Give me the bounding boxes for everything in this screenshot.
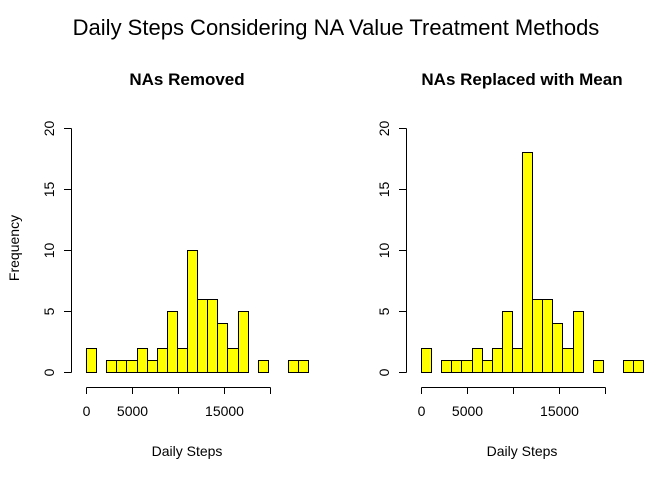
right-histogram-panel: NAs Replaced with Mean Daily Steps 0 5 10 1… [376, 70, 644, 459]
histogram-bar-right-11 [532, 299, 543, 373]
histogram-bar-right-17 [593, 360, 604, 373]
histogram-bar-left-2 [106, 360, 117, 373]
histogram-bar-right-13 [552, 323, 563, 373]
histogram-bar-right-8 [502, 311, 513, 373]
histogram-bar-right-5 [472, 348, 483, 373]
x-axis-right: 0 5000 15000 [418, 387, 606, 419]
x-tick-label-right-1: 5000 [452, 403, 483, 419]
y-axis-left: 0 5 10 15 20 [41, 121, 72, 376]
panel-title-right: NAs Replaced with Mean [421, 70, 622, 89]
figure-title: Daily Steps Considering NA Value Treatme… [73, 15, 600, 40]
histogram-bar-left-13 [217, 323, 228, 373]
histogram-bar-left-3 [116, 360, 127, 373]
histogram-bar-left-9 [177, 348, 188, 373]
y-axis-label: Frequency [6, 215, 22, 281]
histogram-bar-right-7 [492, 348, 503, 373]
x-axis-label-right: Daily Steps [487, 443, 558, 459]
histogram-bar-right-3 [451, 360, 462, 373]
histogram-bar-right-15 [573, 311, 584, 373]
histogram-bar-left-5 [137, 348, 148, 373]
histogram-bar-left-0 [86, 348, 97, 373]
y-tick-label-right-4: 20 [376, 121, 392, 137]
histogram-bar-right-9 [512, 348, 523, 373]
histogram-bar-left-12 [207, 299, 218, 373]
histogram-bar-left-20 [288, 360, 299, 373]
histogram-bar-right-14 [562, 348, 574, 373]
histogram-bar-left-4 [126, 360, 138, 373]
histogram-bar-right-21 [633, 360, 644, 373]
panel-title-left: NAs Removed [129, 70, 244, 89]
histogram-bar-right-4 [461, 360, 473, 373]
y-tick-label-left-1: 5 [41, 307, 57, 315]
x-axis-label-left: Daily Steps [152, 443, 223, 459]
x-tick-label-right-3: 15000 [540, 403, 579, 419]
bars-left [86, 250, 309, 373]
histogram-bar-left-17 [258, 360, 269, 373]
histogram-bar-left-11 [197, 299, 208, 373]
histogram-bar-right-10 [522, 152, 533, 373]
x-tick-label-right-0: 0 [418, 403, 426, 419]
histogram-bar-right-20 [623, 360, 634, 373]
histogram-bar-left-8 [167, 311, 178, 373]
y-axis-right: 0 5 10 15 20 [376, 121, 407, 376]
y-tick-label-right-3: 15 [376, 182, 392, 198]
y-tick-label-left-3: 15 [41, 182, 57, 198]
y-tick-label-left-0: 0 [41, 368, 57, 376]
histogram-bar-left-6 [147, 360, 158, 373]
histogram-bar-right-2 [441, 360, 452, 373]
y-tick-label-right-1: 5 [376, 307, 392, 315]
x-tick-label-left-0: 0 [83, 403, 91, 419]
y-tick-label-right-0: 0 [376, 368, 392, 376]
histogram-bar-left-10 [187, 250, 198, 373]
histogram-bar-left-7 [157, 348, 168, 373]
x-tick-label-left-1: 5000 [117, 403, 148, 419]
y-tick-label-right-2: 10 [376, 243, 392, 259]
histogram-bar-left-21 [298, 360, 309, 373]
histogram-bar-left-14 [227, 348, 239, 373]
x-axis-left: 0 5000 15000 [83, 387, 271, 419]
bars-right [421, 152, 644, 373]
x-tick-label-left-3: 15000 [205, 403, 244, 419]
histogram-bar-right-0 [421, 348, 432, 373]
y-tick-label-left-4: 20 [41, 121, 57, 137]
histogram-bar-left-15 [238, 311, 249, 373]
y-tick-label-left-2: 10 [41, 243, 57, 259]
histogram-bar-right-6 [482, 360, 493, 373]
histogram-bar-right-12 [542, 299, 553, 373]
left-histogram-panel: NAs Removed Daily Steps 0 5 10 15 20 0 5000 15… [41, 70, 309, 459]
